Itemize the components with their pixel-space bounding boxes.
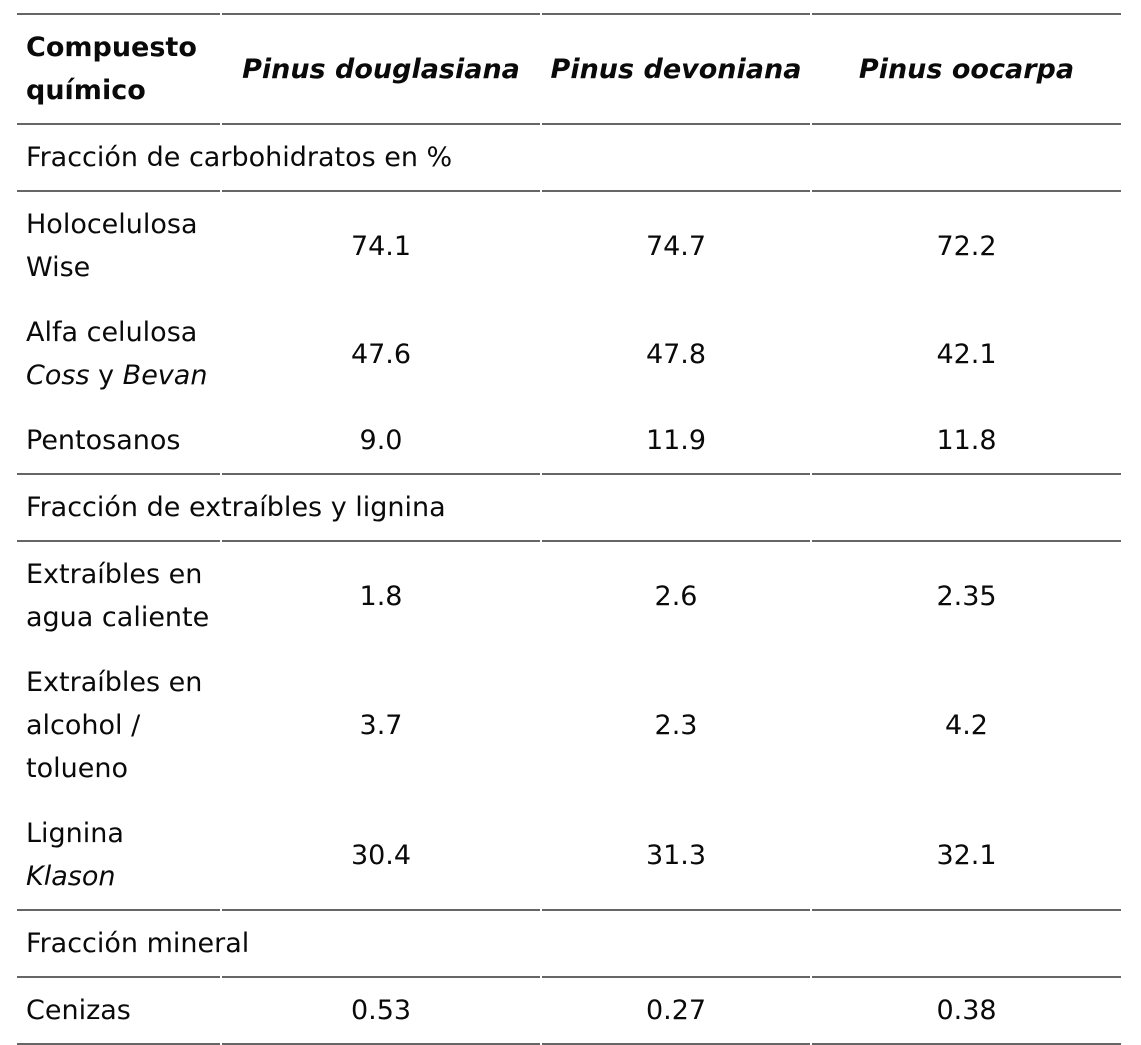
table-row-extraibles-agua: Extraíbles en agua caliente 1.8 2.6 2.35 — [17, 540, 1121, 650]
value-cell: 31.3 — [542, 801, 810, 911]
table-header-row: Compuesto químico Pinus douglasiana Pinu… — [17, 13, 1121, 125]
section-title-mineral: Fracción mineral — [26, 928, 250, 959]
table-row-extraibles-alcohol: Extraíbles en alcohol / tolueno 3.7 2.3 … — [17, 650, 1121, 801]
value-cell: 74.1 — [222, 190, 540, 300]
table-row-lignina: Lignina Klason 30.4 31.3 32.1 — [17, 801, 1121, 911]
value-cell: 11.8 — [812, 408, 1121, 475]
value-cell: 47.6 — [350, 338, 412, 370]
section-title-extractives: Fracción de extraíbles y lignina — [26, 492, 446, 523]
value-cell: 2.35 — [812, 540, 1121, 650]
column-header-compound: Compuesto químico — [17, 13, 220, 125]
value-cell: 4.2 — [945, 710, 988, 741]
row-label-cenizas: Cenizas — [17, 976, 220, 1045]
table-row-cenizas: Cenizas 0.53 0.27 0.38 — [17, 976, 1121, 1045]
value-cell: 0.38 — [812, 976, 1121, 1045]
value-cell: 32.1 — [812, 801, 1121, 911]
row-label-lignina: Lignina Klason — [17, 801, 220, 911]
value-cell: 2.6 — [542, 540, 810, 650]
value-cell: 9.0 — [222, 408, 540, 475]
chemical-composition-table: Compuesto químico Pinus douglasiana Pinu… — [15, 13, 1123, 1045]
column-header-species-oocarpa: Pinus oocarpa — [812, 13, 1121, 125]
section-row-extractives: Fracción de extraíbles y lignina — [17, 475, 1121, 540]
value-cell: 2.3 — [654, 710, 698, 741]
row-label-extraibles-agua: Extraíbles en agua caliente — [17, 540, 220, 650]
value-cell: 11.9 — [542, 408, 810, 475]
table-row-pentosanos: Pentosanos 9.0 11.9 11.8 — [17, 408, 1121, 475]
value-cell: 1.8 — [222, 540, 540, 650]
row-label-holocelulosa: Holocelulosa Wise — [17, 190, 220, 300]
value-cell: 74.7 — [542, 190, 810, 300]
row-label-pentosanos: Pentosanos — [17, 408, 220, 475]
column-header-species-devoniana: Pinus devoniana — [542, 13, 810, 125]
table-row-holocelulosa: Holocelulosa Wise 74.1 74.7 72.2 — [17, 190, 1121, 300]
row-label-extraibles-alcohol: Extraíbles en alcohol / tolueno — [26, 667, 203, 784]
value-cell: 47.8 — [645, 338, 707, 370]
section-title-carbohydrates: Fracción de carbohidratos en % — [26, 142, 453, 173]
value-cell: 0.27 — [542, 976, 810, 1045]
section-row-mineral: Fracción mineral — [17, 911, 1121, 976]
column-header-species-douglasiana: Pinus douglasiana — [222, 13, 540, 125]
row-label-alfa-celulosa: Alfa celulosa Coss y Bevan — [26, 317, 208, 391]
value-cell: 0.53 — [222, 976, 540, 1045]
table-row-alfa-celulosa: Alfa celulosa Coss y Bevan 47.6 47.8 42.… — [17, 300, 1121, 408]
section-row-carbohydrates: Fracción de carbohidratos en % — [17, 125, 1121, 190]
value-cell: 72.2 — [812, 190, 1121, 300]
value-cell: 3.7 — [359, 710, 403, 741]
value-cell: 30.4 — [222, 801, 540, 911]
value-cell: 42.1 — [936, 338, 997, 370]
